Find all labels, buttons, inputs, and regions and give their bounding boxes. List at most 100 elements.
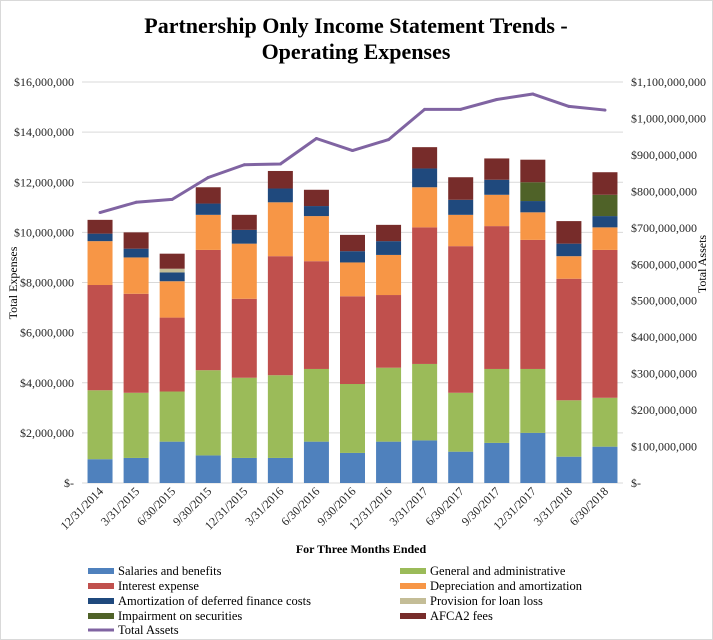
bar-segment <box>123 257 149 294</box>
bar-segment <box>448 177 474 200</box>
bar-segment <box>231 214 257 230</box>
x-axis-title: For Three Months Ended <box>296 542 427 556</box>
total-assets-point <box>242 163 246 167</box>
legend-swatch <box>88 583 114 589</box>
total-assets-point <box>206 176 210 180</box>
bar-segment <box>376 254 402 296</box>
bar-segment <box>159 317 185 392</box>
bar-segment <box>412 440 438 483</box>
bar-segment <box>520 368 546 433</box>
bar-segment <box>303 206 329 217</box>
legend-label: General and administrative <box>430 564 566 578</box>
bar-segment <box>520 159 546 183</box>
total-assets-point <box>387 138 391 142</box>
bar-segment <box>87 219 113 234</box>
bar-segment <box>520 212 546 240</box>
legend-swatch <box>400 583 426 589</box>
bars-group <box>87 147 618 483</box>
y2-tick-label: $500,000,000 <box>631 294 697 308</box>
legend-swatch <box>400 568 426 574</box>
total-assets-point <box>170 197 174 201</box>
bar-segment <box>195 214 221 250</box>
x-axis-ticks: 12/31/20143/31/20156/30/20159/30/201512/… <box>58 484 611 533</box>
bar-segment <box>159 268 185 273</box>
total-assets-point <box>603 108 607 112</box>
y2-axis-ticks: $- $100,000,000 $200,000,000 $300,000,000 $4… <box>631 75 706 490</box>
bar-segment <box>195 187 221 204</box>
y-tick-label: $14,000,000 <box>14 125 74 139</box>
total-assets-line-group <box>98 92 607 215</box>
bar-segment <box>231 377 257 458</box>
bar-segment <box>592 172 618 195</box>
bar-segment <box>123 232 149 249</box>
x-tick-label: 3/31/2017 <box>386 484 430 528</box>
legend-swatch <box>88 568 114 574</box>
y2-tick-label: $700,000,000 <box>631 221 697 235</box>
legend-label: Depreciation and amortization <box>430 579 583 593</box>
bar-segment <box>520 182 546 202</box>
total-assets-point <box>423 107 427 111</box>
legend-label: Salaries and benefits <box>118 564 222 578</box>
y-tick-label: $4,000,000 <box>20 376 74 390</box>
bar-segment <box>303 189 329 207</box>
total-assets-point <box>567 104 571 108</box>
bar-segment <box>87 459 113 483</box>
bar-segment <box>412 147 438 169</box>
bar-segment <box>267 188 293 203</box>
y2-tick-label: $1,000,000,000 <box>631 111 706 125</box>
bar-segment <box>412 363 438 441</box>
y2-tick-label: $900,000,000 <box>631 148 697 162</box>
bar-segment <box>195 370 221 456</box>
bar-segment <box>267 256 293 376</box>
bar-segment <box>520 239 546 369</box>
bar-segment <box>484 158 510 180</box>
bar-segment <box>303 441 329 483</box>
bar-segment <box>376 441 402 483</box>
legend-label: AFCA2 fees <box>430 609 493 623</box>
legend-label: Total Assets <box>118 623 179 637</box>
legend-swatch <box>88 613 114 619</box>
total-assets-point <box>314 137 318 141</box>
y-axis-title: Total Expenses <box>6 246 20 319</box>
chart-title-line1: Partnership Only Income Statement Trends… <box>144 13 568 38</box>
bar-segment <box>448 246 474 393</box>
bar-segment <box>340 234 365 252</box>
legend-swatch <box>400 598 426 604</box>
bar-segment <box>340 251 365 263</box>
y-tick-label: $8,000,000 <box>20 276 74 290</box>
y2-tick-label: $300,000,000 <box>631 367 697 381</box>
bar-segment <box>267 202 293 257</box>
bar-segment <box>231 243 257 299</box>
y-tick-label: $10,000,000 <box>14 225 74 239</box>
legend-label: Amortization of deferred finance costs <box>118 594 311 608</box>
x-tick-label: 3/31/2015 <box>98 484 142 528</box>
bar-segment <box>376 295 402 368</box>
bar-segment <box>592 227 618 250</box>
bar-segment <box>231 457 257 483</box>
x-tick-label: 3/31/2018 <box>531 484 575 528</box>
y2-tick-label: $600,000,000 <box>631 257 697 271</box>
bar-segment <box>159 281 185 318</box>
bar-segment <box>303 216 329 262</box>
bar-segment <box>87 241 113 286</box>
legend-label: Impairment on securities <box>118 609 242 623</box>
bar-segment <box>267 375 293 458</box>
bar-segment <box>195 203 221 215</box>
total-assets-point <box>278 162 282 166</box>
y2-tick-label: $200,000,000 <box>631 403 697 417</box>
bar-segment <box>484 194 510 227</box>
bar-segment <box>592 249 618 398</box>
bar-segment <box>556 221 582 244</box>
y2-tick-label: $- <box>631 476 641 490</box>
total-assets-point <box>351 149 354 153</box>
bar-segment <box>376 241 402 255</box>
x-tick-label: 6/30/2015 <box>134 484 178 528</box>
y-axis-ticks: $- $2,000,000 $4,000,000 $6,000,000 $8,000,0… <box>14 75 74 490</box>
bar-segment <box>448 214 474 247</box>
bar-segment <box>412 168 438 188</box>
bar-segment <box>123 392 149 458</box>
bar-segment <box>123 293 149 393</box>
bar-segment <box>484 368 510 443</box>
bar-segment <box>340 296 365 385</box>
bar-segment <box>592 397 618 447</box>
